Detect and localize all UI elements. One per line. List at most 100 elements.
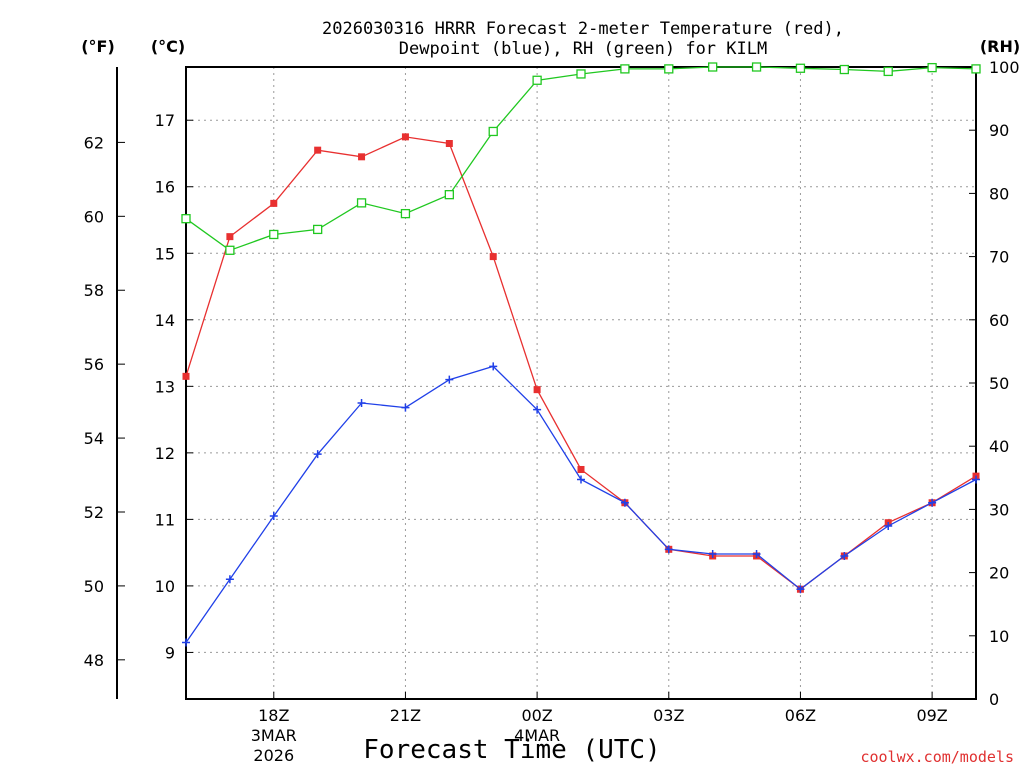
unit-label-fahrenheit: (°F) (81, 37, 115, 56)
rh-point (620, 64, 630, 74)
tick-label-x: 09Z (916, 706, 947, 725)
rh-point (181, 214, 191, 224)
data-series (181, 62, 981, 647)
temperature-point (401, 133, 409, 141)
rh-point (971, 64, 981, 74)
tick-label-celsius: 16 (155, 178, 175, 197)
tick-label-celsius: 17 (155, 111, 175, 130)
tick-label-rh: 40 (989, 437, 1009, 456)
rh-point (927, 62, 937, 73)
dewpoint-point (664, 545, 673, 554)
temperature-point (182, 372, 190, 380)
tick-labels: 9 10 11 12 13 14 15 16 17 48 50 52 54 56 58 60 62 0 10 20 30… (84, 58, 1020, 765)
tick-label-celsius: 9 (165, 643, 175, 662)
tick-label-rh: 30 (989, 500, 1009, 519)
tick-label-rh: 10 (989, 627, 1009, 646)
tick-label-rh: 20 (989, 564, 1009, 583)
dewpoint-point (840, 551, 849, 560)
plot-frame (185, 66, 977, 700)
rh-point (576, 69, 586, 79)
dewpoint-point (489, 362, 498, 371)
rh-point (883, 66, 893, 77)
unit-label-rh: (RH) (980, 37, 1020, 56)
tick-label-celsius: 12 (155, 444, 175, 463)
dewpoint-point (533, 405, 542, 414)
tick-label-rh: 50 (989, 374, 1009, 393)
tick-label-fahrenheit: 54 (84, 429, 104, 448)
tick-label-celsius: 11 (155, 510, 175, 529)
dewpoint-point (269, 512, 278, 521)
rh-point (751, 62, 762, 72)
rh-point (708, 62, 718, 72)
rh-point (488, 126, 498, 137)
tick-label-rh: 90 (989, 121, 1009, 140)
tick-label-x-year: 2026 (253, 746, 294, 765)
temperature-point (489, 253, 497, 261)
rh-point (532, 75, 542, 85)
dewpoint-point (182, 638, 190, 647)
dewpoint-point (708, 549, 717, 558)
tick-label-celsius: 15 (155, 244, 175, 263)
temperature-point (270, 199, 278, 207)
rh-point (400, 208, 411, 219)
chart-title-line2: Dewpoint (blue), RH (green) for KILM (399, 39, 767, 59)
temperature-point (358, 153, 366, 161)
chart-title-line1: 2026030316 HRRR Forecast 2-meter Tempera… (322, 19, 844, 39)
temperature-point (577, 465, 585, 473)
tick-label-rh: 0 (989, 690, 999, 709)
tick-label-celsius: 14 (155, 311, 175, 330)
tick-label-x: 00Z (521, 706, 552, 725)
tick-label-x-date: 3MAR (251, 726, 297, 745)
tick-label-fahrenheit: 52 (84, 503, 104, 522)
tick-label-celsius: 10 (155, 577, 175, 596)
dewpoint-point (972, 475, 980, 484)
rh-point (225, 245, 235, 255)
tick-label-fahrenheit: 48 (84, 651, 104, 670)
dewpoint-point (357, 398, 366, 407)
x-axis-title: Forecast Time (UTC) (363, 735, 660, 765)
credit-link[interactable]: coolwx.com/models (860, 748, 1014, 766)
tick-label-rh: 60 (989, 311, 1009, 330)
tick-label-rh: 70 (989, 248, 1009, 267)
temperature-point (445, 140, 453, 148)
rh-point (795, 63, 806, 73)
tick-label-rh: 80 (989, 184, 1009, 203)
tick-label-fahrenheit: 58 (84, 281, 104, 300)
tick-label-fahrenheit: 60 (84, 207, 104, 226)
dewpoint-point (796, 585, 805, 594)
dewpoint-point (401, 403, 410, 412)
dewpoint-point (884, 522, 893, 531)
temperature-point (226, 233, 234, 241)
tick-label-x: 06Z (785, 706, 816, 725)
tick-label-rh: 100 (989, 58, 1020, 77)
axes (116, 66, 977, 700)
dewpoint-point (620, 498, 629, 507)
tick-label-celsius: 13 (155, 377, 175, 396)
temperature-line (185, 136, 977, 591)
tick-label-fahrenheit: 56 (84, 355, 104, 374)
dewpoint-point (928, 498, 937, 507)
rh-point (269, 229, 279, 240)
dewpoint-point (445, 375, 454, 384)
rh-line (185, 66, 977, 252)
rh-point (444, 190, 454, 200)
tick-label-fahrenheit: 50 (84, 577, 104, 596)
dewpoint-point (577, 475, 585, 484)
tick-label-x-date: 4MAR (514, 726, 560, 745)
dewpoint-point (752, 549, 761, 558)
temperature-point (314, 146, 322, 154)
tick-label-x: 03Z (653, 706, 684, 725)
tick-label-x: 18Z (258, 706, 289, 725)
rh-point (839, 64, 849, 75)
rh-point (664, 64, 674, 74)
temperature-point (533, 386, 541, 394)
unit-label-celsius: (°C) (151, 37, 185, 56)
rh-point (313, 224, 323, 235)
dewpoint-line (185, 365, 977, 643)
tick-label-x: 21Z (390, 706, 421, 725)
dewpoint-point (313, 450, 322, 459)
rh-point (356, 198, 367, 208)
tick-label-fahrenheit: 62 (84, 133, 104, 152)
dewpoint-point (225, 575, 234, 584)
